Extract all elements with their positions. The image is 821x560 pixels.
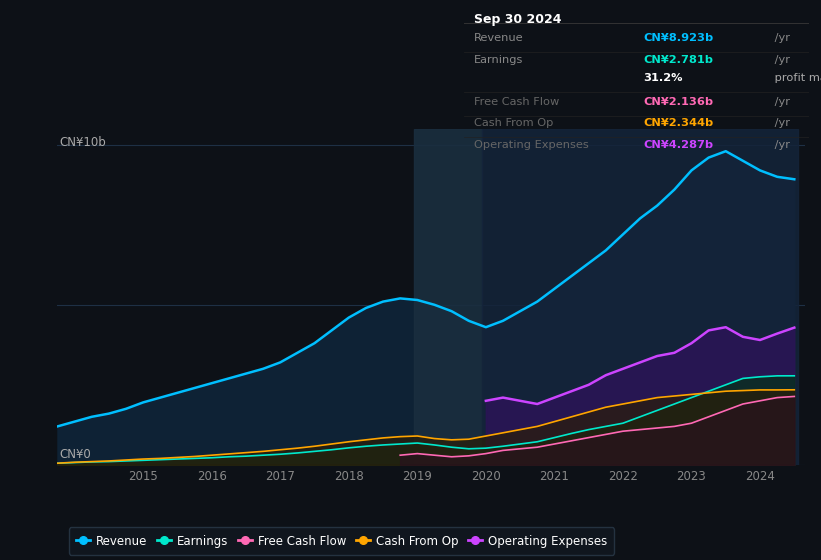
Text: CN¥2.344b: CN¥2.344b — [643, 118, 713, 128]
Text: Operating Expenses: Operating Expenses — [475, 140, 589, 150]
Bar — [483, 129, 798, 465]
Text: CN¥2.781b: CN¥2.781b — [643, 55, 713, 65]
Text: CN¥2.136b: CN¥2.136b — [643, 97, 713, 107]
Text: /yr: /yr — [771, 140, 790, 150]
Text: CN¥8.923b: CN¥8.923b — [643, 33, 713, 43]
Text: /yr: /yr — [771, 33, 790, 43]
Text: CN¥10b: CN¥10b — [59, 136, 106, 148]
Text: Earnings: Earnings — [475, 55, 524, 65]
Legend: Revenue, Earnings, Free Cash Flow, Cash From Op, Operating Expenses: Revenue, Earnings, Free Cash Flow, Cash … — [69, 528, 614, 554]
Text: Sep 30 2024: Sep 30 2024 — [475, 13, 562, 26]
Text: Revenue: Revenue — [475, 33, 524, 43]
Bar — [414, 129, 483, 465]
Text: /yr: /yr — [771, 97, 790, 107]
Text: Cash From Op: Cash From Op — [475, 118, 553, 128]
Text: profit margin: profit margin — [771, 73, 821, 83]
Text: 31.2%: 31.2% — [643, 73, 683, 83]
Text: /yr: /yr — [771, 118, 790, 128]
Text: /yr: /yr — [771, 55, 790, 65]
Text: Free Cash Flow: Free Cash Flow — [475, 97, 559, 107]
Text: CN¥4.287b: CN¥4.287b — [643, 140, 713, 150]
Text: CN¥0: CN¥0 — [59, 449, 90, 461]
